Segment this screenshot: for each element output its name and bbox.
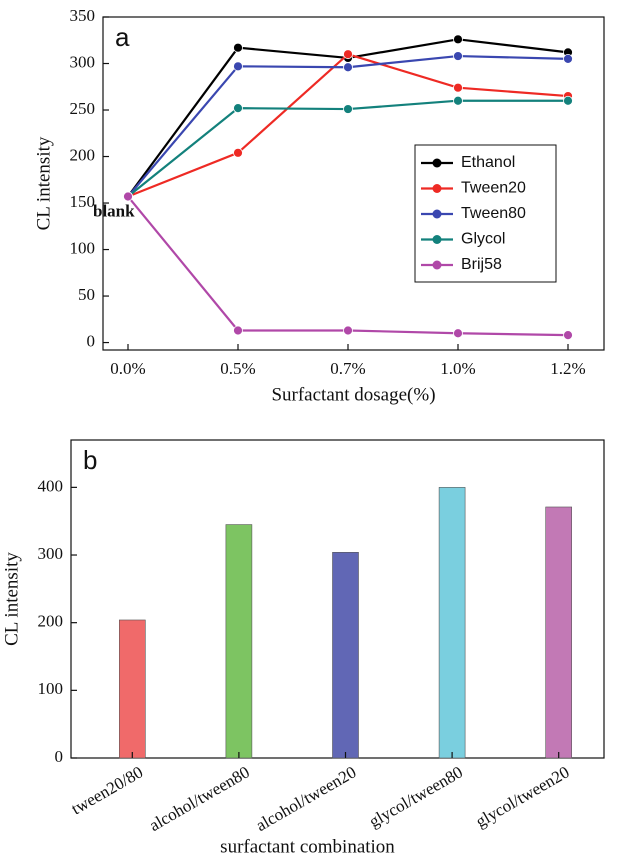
legend-marker xyxy=(432,184,442,193)
y-tick-label: 300 xyxy=(38,544,64,563)
point xyxy=(563,330,573,341)
point xyxy=(453,95,463,106)
x-axis-title: Surfactant dosage(%) xyxy=(271,384,435,405)
x-axis-title: surfactant combination xyxy=(220,836,395,857)
point xyxy=(233,42,243,53)
point xyxy=(343,49,353,60)
x-tick-label: 1.2% xyxy=(550,359,585,378)
x-tick-label: 0.0% xyxy=(110,359,145,378)
x-tick-label: 0.7% xyxy=(330,359,365,378)
plot-frame xyxy=(102,16,605,351)
y-tick-label: 0 xyxy=(87,331,96,350)
point xyxy=(563,53,573,64)
y-tick-label: 250 xyxy=(70,99,96,118)
bar xyxy=(225,524,253,759)
panel-label: b xyxy=(83,445,97,475)
legend-label: Brij58 xyxy=(461,256,502,273)
y-tick-label: 0 xyxy=(55,747,64,766)
point xyxy=(233,103,243,114)
bar xyxy=(438,487,466,759)
point xyxy=(343,62,353,73)
legend-label: Glycol xyxy=(461,231,505,248)
y-tick-label: 200 xyxy=(70,145,96,164)
point xyxy=(453,51,463,61)
x-tick-label: glycol/tween80 xyxy=(366,762,466,831)
legend-marker xyxy=(432,260,442,270)
y-tick-label: 400 xyxy=(38,476,64,495)
y-tick-label: 100 xyxy=(70,238,96,257)
legend-label: Tween80 xyxy=(461,205,526,222)
point xyxy=(233,147,243,158)
y-tick-label: 150 xyxy=(70,192,96,211)
y-axis-title: CL intensity xyxy=(1,552,22,646)
point xyxy=(563,95,573,106)
point xyxy=(343,325,353,336)
y-tick-label: 200 xyxy=(38,612,64,631)
point xyxy=(453,328,463,339)
point xyxy=(453,34,463,45)
y-tick-label: 50 xyxy=(78,285,95,304)
x-tick-label: 1.0% xyxy=(440,359,475,378)
bar xyxy=(119,619,146,759)
bar xyxy=(332,552,359,759)
legend-marker xyxy=(432,158,442,168)
x-tick-label: glycol/tween20 xyxy=(472,762,572,831)
bar xyxy=(545,506,573,759)
y-tick-label: 300 xyxy=(70,52,96,71)
x-tick-label: 0.5% xyxy=(220,359,255,378)
x-tick-label: alcohol/tween20 xyxy=(253,762,360,835)
x-tick-label: tween20/80 xyxy=(68,762,146,818)
legend-label: Tween20 xyxy=(461,180,526,197)
legend-marker xyxy=(432,235,442,244)
legend-label: Ethanol xyxy=(461,154,515,171)
legend-marker xyxy=(432,209,442,219)
point xyxy=(233,61,243,72)
point xyxy=(343,104,353,114)
annotation: blank xyxy=(93,201,135,220)
x-tick-label: alcohol/tween80 xyxy=(146,762,253,835)
y-axis-title: CL intensity xyxy=(33,136,54,230)
point xyxy=(233,325,243,336)
point xyxy=(453,82,463,93)
point xyxy=(123,191,133,202)
panel-label: a xyxy=(115,22,130,52)
y-tick-label: 350 xyxy=(70,6,96,25)
y-tick-label: 100 xyxy=(38,679,64,698)
